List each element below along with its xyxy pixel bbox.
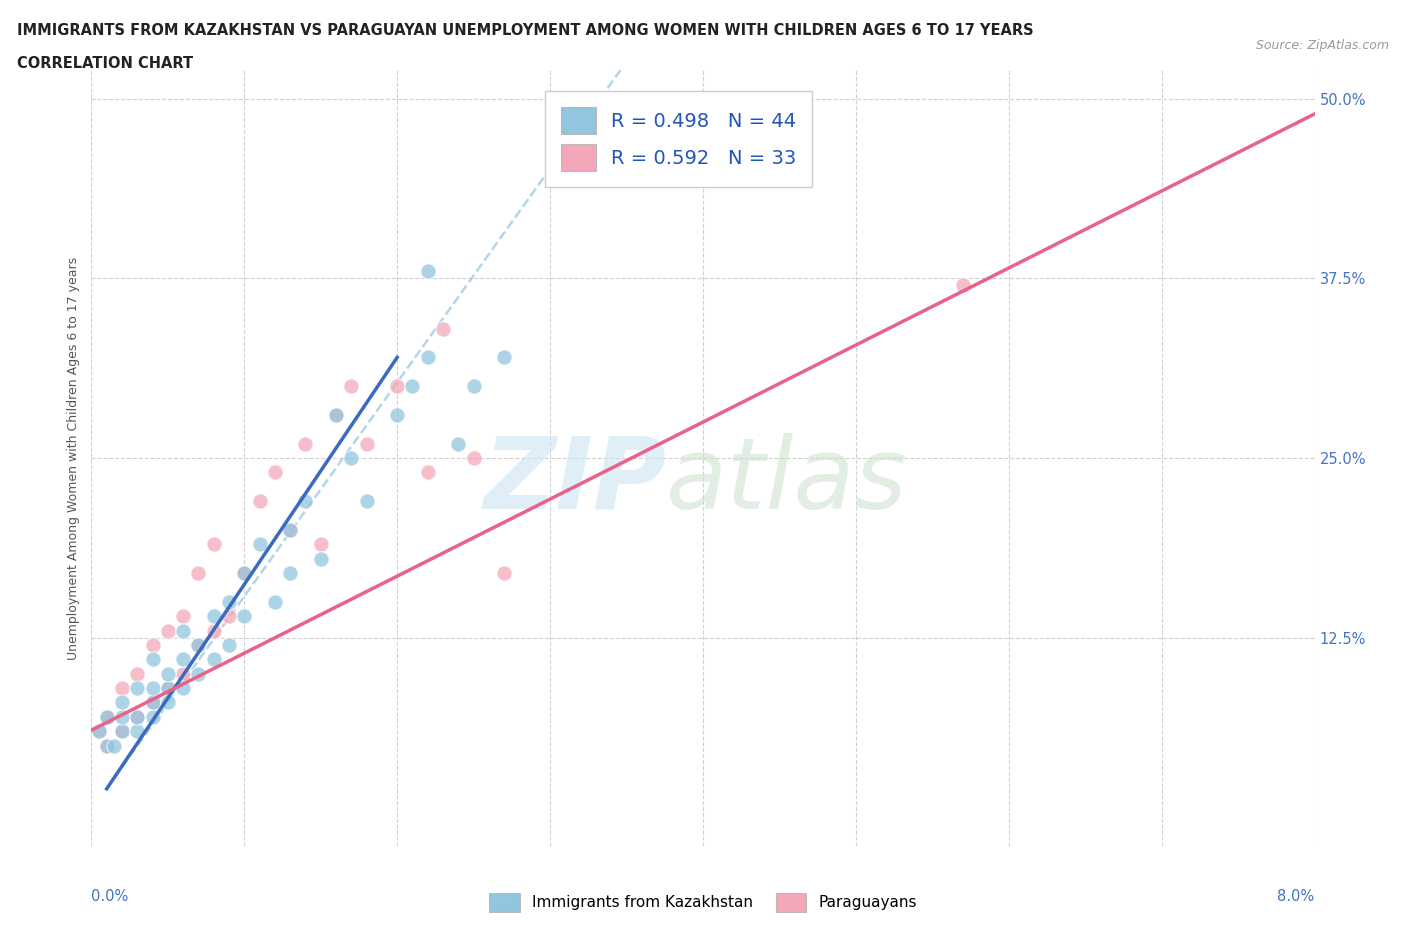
Point <box>187 565 209 580</box>
Point <box>356 436 378 451</box>
Point <box>127 666 149 681</box>
Point <box>309 551 332 566</box>
Point <box>494 565 516 580</box>
Point <box>325 407 347 422</box>
Point <box>111 724 134 738</box>
Point <box>156 695 179 710</box>
Point <box>87 724 110 738</box>
Point <box>202 623 225 638</box>
Point <box>172 609 194 624</box>
Point <box>127 724 149 738</box>
Point <box>96 710 118 724</box>
Point <box>218 609 240 624</box>
Point <box>127 710 149 724</box>
Point <box>233 565 256 580</box>
Point <box>356 494 378 509</box>
Point <box>463 379 485 393</box>
Point <box>278 565 301 580</box>
Point <box>127 681 149 696</box>
Point <box>494 350 516 365</box>
Legend: R = 0.498   N = 44, R = 0.592   N = 33: R = 0.498 N = 44, R = 0.592 N = 33 <box>546 91 813 187</box>
Point <box>432 321 454 336</box>
Point <box>202 609 225 624</box>
Point <box>172 652 194 667</box>
Point <box>141 695 163 710</box>
Point <box>111 681 134 696</box>
Point <box>416 350 439 365</box>
Point <box>385 379 409 393</box>
Point <box>172 681 194 696</box>
Legend: Immigrants from Kazakhstan, Paraguayans: Immigrants from Kazakhstan, Paraguayans <box>482 887 924 918</box>
Y-axis label: Unemployment Among Women with Children Ages 6 to 17 years: Unemployment Among Women with Children A… <box>67 257 80 659</box>
Text: atlas: atlas <box>666 432 908 530</box>
Point <box>96 738 118 753</box>
Point <box>278 523 301 538</box>
Point <box>156 623 179 638</box>
Point <box>202 537 225 551</box>
Point <box>294 436 316 451</box>
Point <box>96 710 118 724</box>
Point <box>264 594 287 609</box>
Text: CORRELATION CHART: CORRELATION CHART <box>17 56 193 71</box>
Point <box>141 681 163 696</box>
Point <box>952 278 974 293</box>
Point <box>141 638 163 653</box>
Point <box>340 379 363 393</box>
Text: 0.0%: 0.0% <box>91 889 128 904</box>
Point <box>463 451 485 466</box>
Point <box>294 494 316 509</box>
Point <box>218 594 240 609</box>
Point <box>156 681 179 696</box>
Point <box>264 465 287 480</box>
Point <box>249 537 271 551</box>
Point <box>127 710 149 724</box>
Point <box>96 738 118 753</box>
Point <box>103 738 125 753</box>
Point <box>172 666 194 681</box>
Point <box>447 436 470 451</box>
Point <box>278 523 301 538</box>
Point <box>141 710 163 724</box>
Point <box>416 263 439 278</box>
Point <box>187 666 209 681</box>
Point <box>233 565 256 580</box>
Point <box>156 681 179 696</box>
Point <box>202 652 225 667</box>
Point <box>187 638 209 653</box>
Point <box>309 537 332 551</box>
Text: IMMIGRANTS FROM KAZAKHSTAN VS PARAGUAYAN UNEMPLOYMENT AMONG WOMEN WITH CHILDREN : IMMIGRANTS FROM KAZAKHSTAN VS PARAGUAYAN… <box>17 23 1033 38</box>
Text: 8.0%: 8.0% <box>1278 889 1315 904</box>
Point <box>187 638 209 653</box>
Point <box>325 407 347 422</box>
Point <box>141 695 163 710</box>
Point <box>233 609 256 624</box>
Point <box>141 652 163 667</box>
Point <box>111 724 134 738</box>
Point <box>401 379 423 393</box>
Text: Source: ZipAtlas.com: Source: ZipAtlas.com <box>1256 39 1389 52</box>
Point <box>87 724 110 738</box>
Point <box>111 695 134 710</box>
Point <box>172 623 194 638</box>
Point <box>340 451 363 466</box>
Point <box>111 710 134 724</box>
Point <box>385 407 409 422</box>
Point <box>218 638 240 653</box>
Text: ZIP: ZIP <box>484 432 666 530</box>
Point <box>249 494 271 509</box>
Point <box>156 666 179 681</box>
Point <box>416 465 439 480</box>
